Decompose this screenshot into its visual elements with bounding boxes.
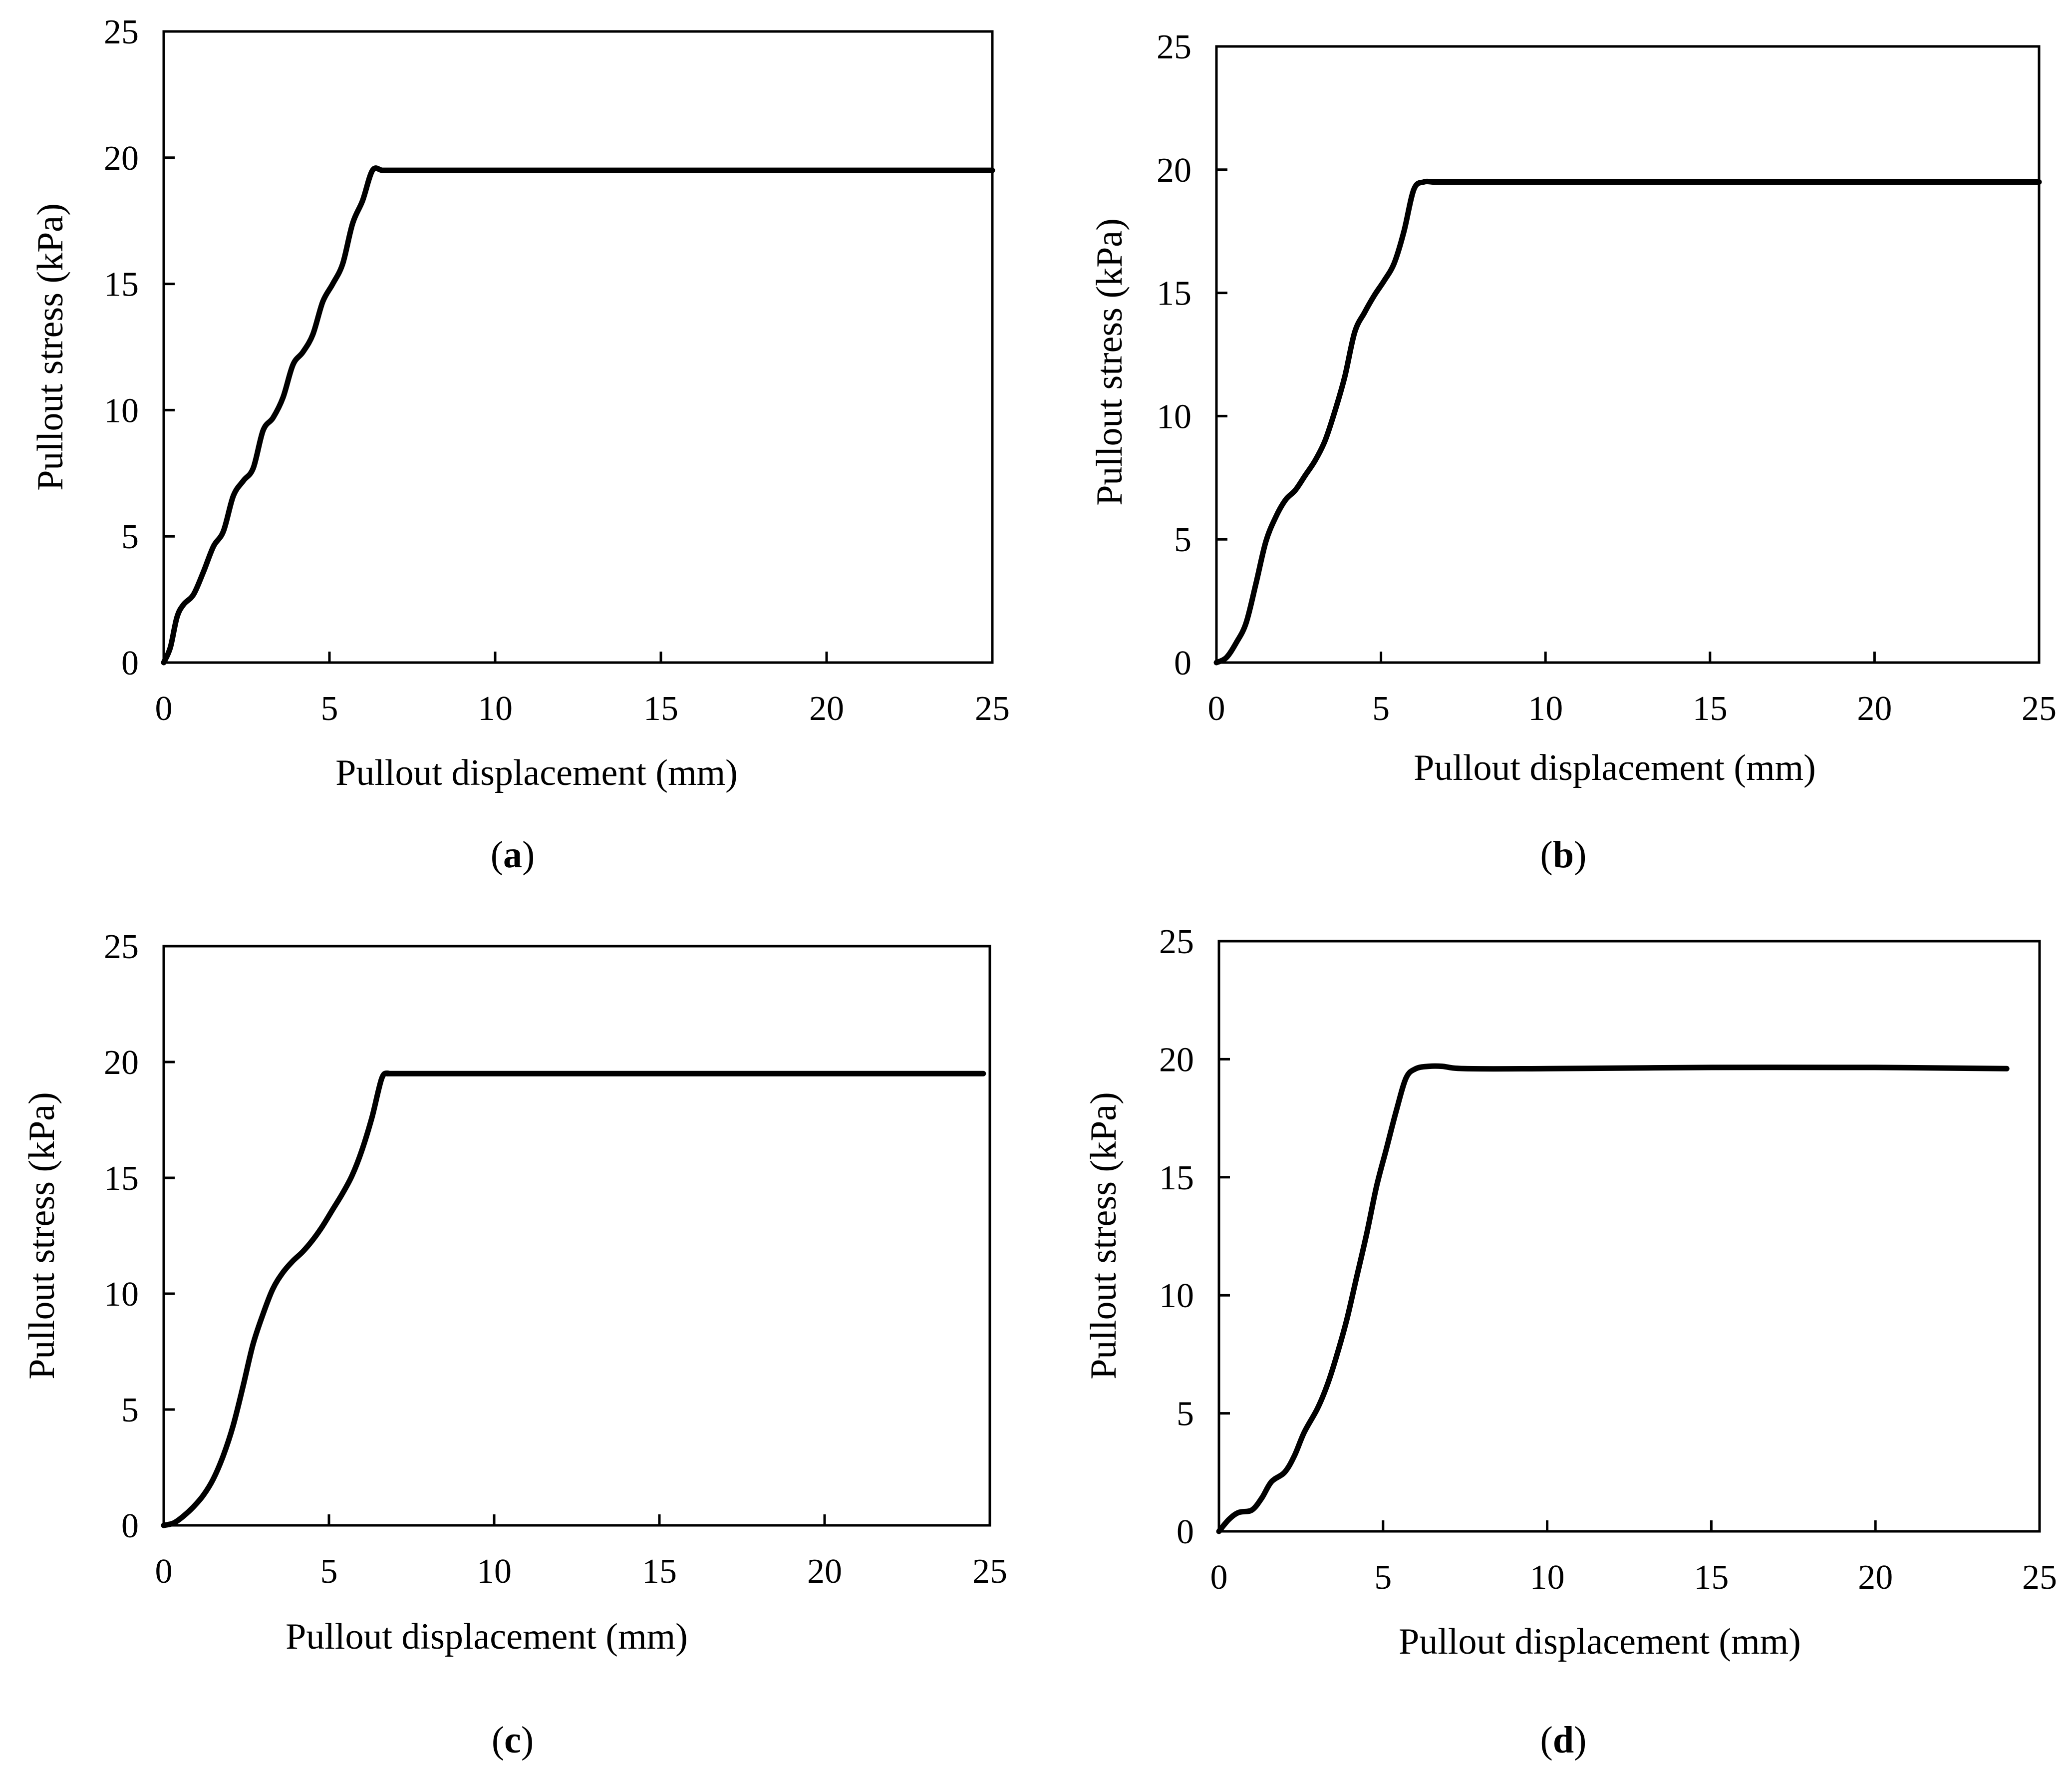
y-tick-label: 0: [1177, 1513, 1194, 1551]
x-tick-label: 25: [972, 1552, 1007, 1591]
series-line-pullout-stress: [1213, 178, 2042, 666]
x-tick-label: 0: [155, 690, 173, 728]
x-tick-label: 5: [321, 690, 338, 728]
panel-caption: (a): [491, 834, 535, 876]
panel-caption: (b): [1540, 834, 1587, 876]
series-line-pullout-stress: [161, 1070, 986, 1528]
y-tick-label: 10: [1157, 397, 1191, 436]
y-tick-label: 15: [104, 266, 139, 304]
y-tick-label: 10: [104, 391, 139, 430]
y-tick-label: 5: [121, 518, 139, 556]
x-tick-label: 5: [320, 1552, 338, 1591]
y-tick-label: 15: [1157, 275, 1191, 313]
x-tick-label: 20: [1858, 1558, 1893, 1597]
y-tick-label: 20: [104, 139, 139, 178]
x-tick-label: 5: [1372, 690, 1390, 728]
y-tick-labels: 0 5 10 15 20 25: [104, 928, 139, 1545]
x-tick-labels: 0 5 10 15 20 25: [155, 690, 1010, 728]
y-tick-labels: 0 5 10 15 20 25: [1159, 923, 1194, 1551]
y-tick-label: 0: [121, 644, 139, 683]
plot-area-frame: [162, 945, 991, 1527]
panel-c: 0 5 10 15 20 25 0 5 10 15 20 25 Pullout displaceme…: [21, 928, 1007, 1761]
panel-b: 0 5 10 15 20 25 0 5 10 15 20 25 Pullout displaceme…: [1089, 28, 2057, 876]
y-tick-label: 10: [1159, 1277, 1194, 1315]
x-tick-label: 20: [807, 1552, 842, 1591]
y-axis-title: Pullout stress (kPa): [1089, 218, 1130, 506]
x-tick-label: 0: [155, 1552, 173, 1591]
y-tick-label: 0: [121, 1507, 139, 1545]
plot-area-frame: [1217, 940, 2041, 1533]
x-tick-label: 15: [642, 1552, 677, 1591]
x-tick-label: 15: [643, 690, 678, 728]
y-tick-label: 20: [1159, 1041, 1194, 1079]
panel-caption: (d): [1540, 1719, 1587, 1761]
x-tick-label: 10: [1530, 1558, 1565, 1597]
x-tick-labels: 0 5 10 15 20 25: [1208, 690, 2057, 728]
y-tick-labels: 0 5 10 15 20 25: [1157, 28, 1191, 683]
y-tick-label: 5: [121, 1391, 139, 1429]
x-axis-title: Pullout displacement (mm): [1399, 1621, 1801, 1662]
x-tick-label: 20: [1857, 690, 1892, 728]
y-tick-labels: 0 5 10 15 20 25: [104, 13, 139, 683]
y-tick-label: 20: [104, 1044, 139, 1082]
series-line-pullout-stress: [1216, 1063, 2010, 1534]
tick-marks: [1217, 940, 2041, 1533]
x-tick-label: 5: [1374, 1558, 1392, 1597]
series-line-pullout-stress: [161, 165, 995, 666]
panel-letter: c: [504, 1719, 521, 1761]
x-tick-label: 10: [477, 1552, 512, 1591]
x-tick-label: 25: [975, 690, 1010, 728]
plot-area-frame: [162, 30, 994, 664]
panel-caption: (c): [492, 1719, 534, 1761]
y-axis-title: Pullout stress (kPa): [1083, 1092, 1124, 1380]
y-tick-label: 20: [1157, 151, 1191, 190]
y-tick-label: 5: [1177, 1395, 1194, 1433]
x-tick-label: 10: [1528, 690, 1563, 728]
panel-letter: a: [503, 834, 522, 876]
x-tick-label: 15: [1693, 690, 1728, 728]
y-tick-label: 25: [104, 928, 139, 966]
x-tick-labels: 0 5 10 15 20 25: [1210, 1558, 2058, 1597]
y-tick-label: 5: [1174, 521, 1191, 559]
x-axis-title: Pullout displacement (mm): [1414, 747, 1816, 788]
y-tick-label: 0: [1174, 644, 1191, 683]
x-tick-label: 0: [1210, 1558, 1228, 1597]
x-tick-label: 25: [2022, 1558, 2057, 1597]
x-tick-label: 15: [1694, 1558, 1729, 1597]
panel-a: 0 5 10 15 20 25 0 5 10 15 20 25 Pullout displaceme…: [30, 13, 1010, 876]
y-tick-label: 15: [104, 1159, 139, 1198]
x-tick-labels: 0 5 10 15 20 25: [155, 1552, 1008, 1591]
y-tick-label: 15: [1159, 1159, 1194, 1197]
panel-letter: b: [1553, 834, 1574, 876]
y-tick-label: 25: [1159, 923, 1194, 961]
x-axis-title: Pullout displacement (mm): [286, 1616, 688, 1657]
tick-marks: [162, 30, 994, 664]
y-tick-label: 25: [1157, 28, 1191, 66]
y-tick-label: 10: [104, 1275, 139, 1314]
panel-d: 0 5 10 15 20 25 0 5 10 15 20 25 Pullout displaceme…: [1083, 923, 2057, 1761]
x-tick-label: 20: [809, 690, 844, 728]
panel-letter: d: [1553, 1719, 1574, 1761]
x-tick-label: 0: [1208, 690, 1225, 728]
y-axis-title: Pullout stress (kPa): [30, 203, 71, 491]
x-tick-label: 25: [2022, 690, 2057, 728]
plot-area-frame: [1215, 45, 2041, 664]
x-axis-title: Pullout displacement (mm): [335, 752, 738, 793]
y-tick-label: 25: [104, 13, 139, 51]
y-axis-title: Pullout stress (kPa): [21, 1092, 62, 1380]
x-tick-label: 10: [478, 690, 513, 728]
